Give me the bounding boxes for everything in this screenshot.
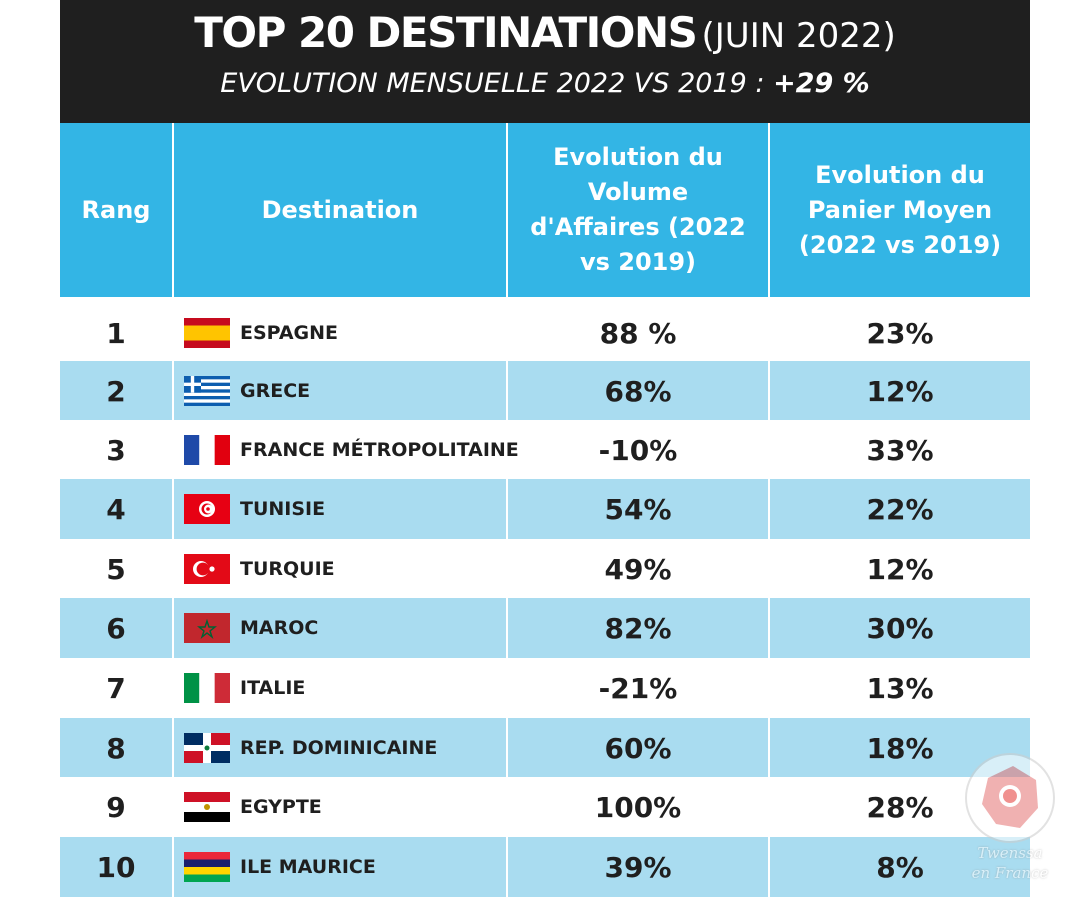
cell-volume: 100% <box>508 777 770 837</box>
table-row: 4 TUNISIE 54% 22% <box>60 479 1030 539</box>
cell-destination: REP. DOMINICAINE <box>174 718 508 778</box>
cell-rank: 2 <box>60 361 174 421</box>
cell-panier: 13% <box>866 671 934 705</box>
cell-destination: ITALIE <box>174 658 508 718</box>
destination-name: MAROC <box>240 617 319 639</box>
cell-panier: 30% <box>866 611 934 645</box>
cell-rank: 5 <box>60 539 174 599</box>
table-row: 8 REP. DOMINICAINE 60% 18% <box>60 718 1030 778</box>
cell-destination: EGYPTE <box>174 777 508 837</box>
cell-volume: 54% <box>508 479 770 539</box>
title-date: (JUIN 2022) <box>701 16 896 56</box>
cell-rank: 7 <box>60 658 174 718</box>
cell-panier: 8% <box>876 850 924 884</box>
cell-volume: -10% <box>508 420 770 480</box>
title-main: TOP 20 DESTINATIONS <box>194 8 698 57</box>
cell-destination: GRECE <box>174 361 508 421</box>
table-row: 5 TURQUIE 49% 12% <box>60 539 1030 599</box>
cell-destination: MAROC <box>174 598 508 658</box>
cell-destination: ESPAGNE <box>174 303 508 363</box>
italy-flag-icon <box>184 673 230 703</box>
destination-name: EGYPTE <box>240 796 322 818</box>
table-row: 2 GRECE 68% 12% <box>60 361 1030 421</box>
cell-volume: -21% <box>508 658 770 718</box>
destination-name: TURQUIE <box>240 558 335 580</box>
cell-panier: 12% <box>866 374 934 408</box>
cell-volume: 68% <box>508 361 770 421</box>
destination-name: ITALIE <box>240 677 306 699</box>
cell-destination: TUNISIE <box>174 479 508 539</box>
cell-volume: 60% <box>508 718 770 778</box>
watermark-logo: Twenssa en France <box>958 748 1062 888</box>
dominican-republic-flag-icon <box>184 733 230 763</box>
table-row: 6 MAROC 82% 30% <box>60 598 1030 658</box>
destination-name: FRANCE MÉTROPOLITAINE <box>240 439 519 461</box>
cell-volume: 49% <box>508 539 770 599</box>
cell-destination: TURQUIE <box>174 539 508 599</box>
column-header-volume: Evolution du Volume d'Affaires (2022 vs … <box>508 123 770 297</box>
cell-panier: 18% <box>866 731 934 765</box>
cell-rank: 10 <box>60 837 174 897</box>
table-row: 3 FRANCE MÉTROPOLITAINE -10% 33% <box>60 420 1030 480</box>
table-row: 9 EGYPTE 100% 28% <box>60 777 1030 837</box>
cell-rank: 1 <box>60 303 174 363</box>
turkey-flag-icon <box>184 554 230 584</box>
watermark-line2: en France <box>971 864 1049 882</box>
column-header-rank: Rang <box>60 123 174 297</box>
cell-panier: 33% <box>866 433 934 467</box>
cell-rank: 4 <box>60 479 174 539</box>
cell-panier: 22% <box>866 492 934 526</box>
france-flag-icon <box>184 435 230 465</box>
table-row: 7 ITALIE -21% 13% <box>60 658 1030 718</box>
title-banner: TOP 20 DESTINATIONS (JUIN 2022) EVOLUTIO… <box>60 0 1030 123</box>
page-subtitle: EVOLUTION MENSUELLE 2022 VS 2019 : +29 % <box>60 62 1030 106</box>
cell-volume: 39% <box>508 837 770 897</box>
watermark-map-icon <box>965 753 1055 843</box>
tunisia-flag-icon <box>184 494 230 524</box>
cell-rank: 3 <box>60 420 174 480</box>
destination-name: ILE MAURICE <box>240 856 376 878</box>
column-header-panier: Evolution du Panier Moyen (2022 vs 2019) <box>798 160 1002 259</box>
destination-name: REP. DOMINICAINE <box>240 737 438 759</box>
cell-volume: 82% <box>508 598 770 658</box>
cell-destination: FRANCE MÉTROPOLITAINE <box>174 420 519 480</box>
cell-panier: 23% <box>866 316 934 350</box>
table-header: Rang Destination Evolution du Volume d'A… <box>60 123 1030 297</box>
egypt-flag-icon <box>184 792 230 822</box>
cell-rank: 9 <box>60 777 174 837</box>
destination-name: GRECE <box>240 380 311 402</box>
watermark-line1: Twenssa <box>977 844 1043 862</box>
table-row: 1 ESPAGNE 88 % 23% <box>60 303 1030 363</box>
column-header-destination: Destination <box>174 123 508 297</box>
cell-panier: 28% <box>866 790 934 824</box>
table-row: 10 ILE MAURICE 39% 8% <box>60 837 1030 897</box>
cell-rank: 8 <box>60 718 174 778</box>
subtitle-value: +29 % <box>773 68 870 99</box>
cell-volume: 88 % <box>508 303 770 363</box>
page-title: TOP 20 DESTINATIONS (JUIN 2022) <box>60 6 1030 60</box>
mauritius-flag-icon <box>184 852 230 882</box>
destination-name: TUNISIE <box>240 498 326 520</box>
morocco-flag-icon <box>184 613 230 643</box>
greece-flag-icon <box>184 376 230 406</box>
cell-panier: 12% <box>866 552 934 586</box>
spain-flag-icon <box>184 318 230 348</box>
subtitle-text: EVOLUTION MENSUELLE 2022 VS 2019 : <box>220 68 765 99</box>
cell-rank: 6 <box>60 598 174 658</box>
cell-destination: ILE MAURICE <box>174 837 508 897</box>
destination-name: ESPAGNE <box>240 322 339 344</box>
